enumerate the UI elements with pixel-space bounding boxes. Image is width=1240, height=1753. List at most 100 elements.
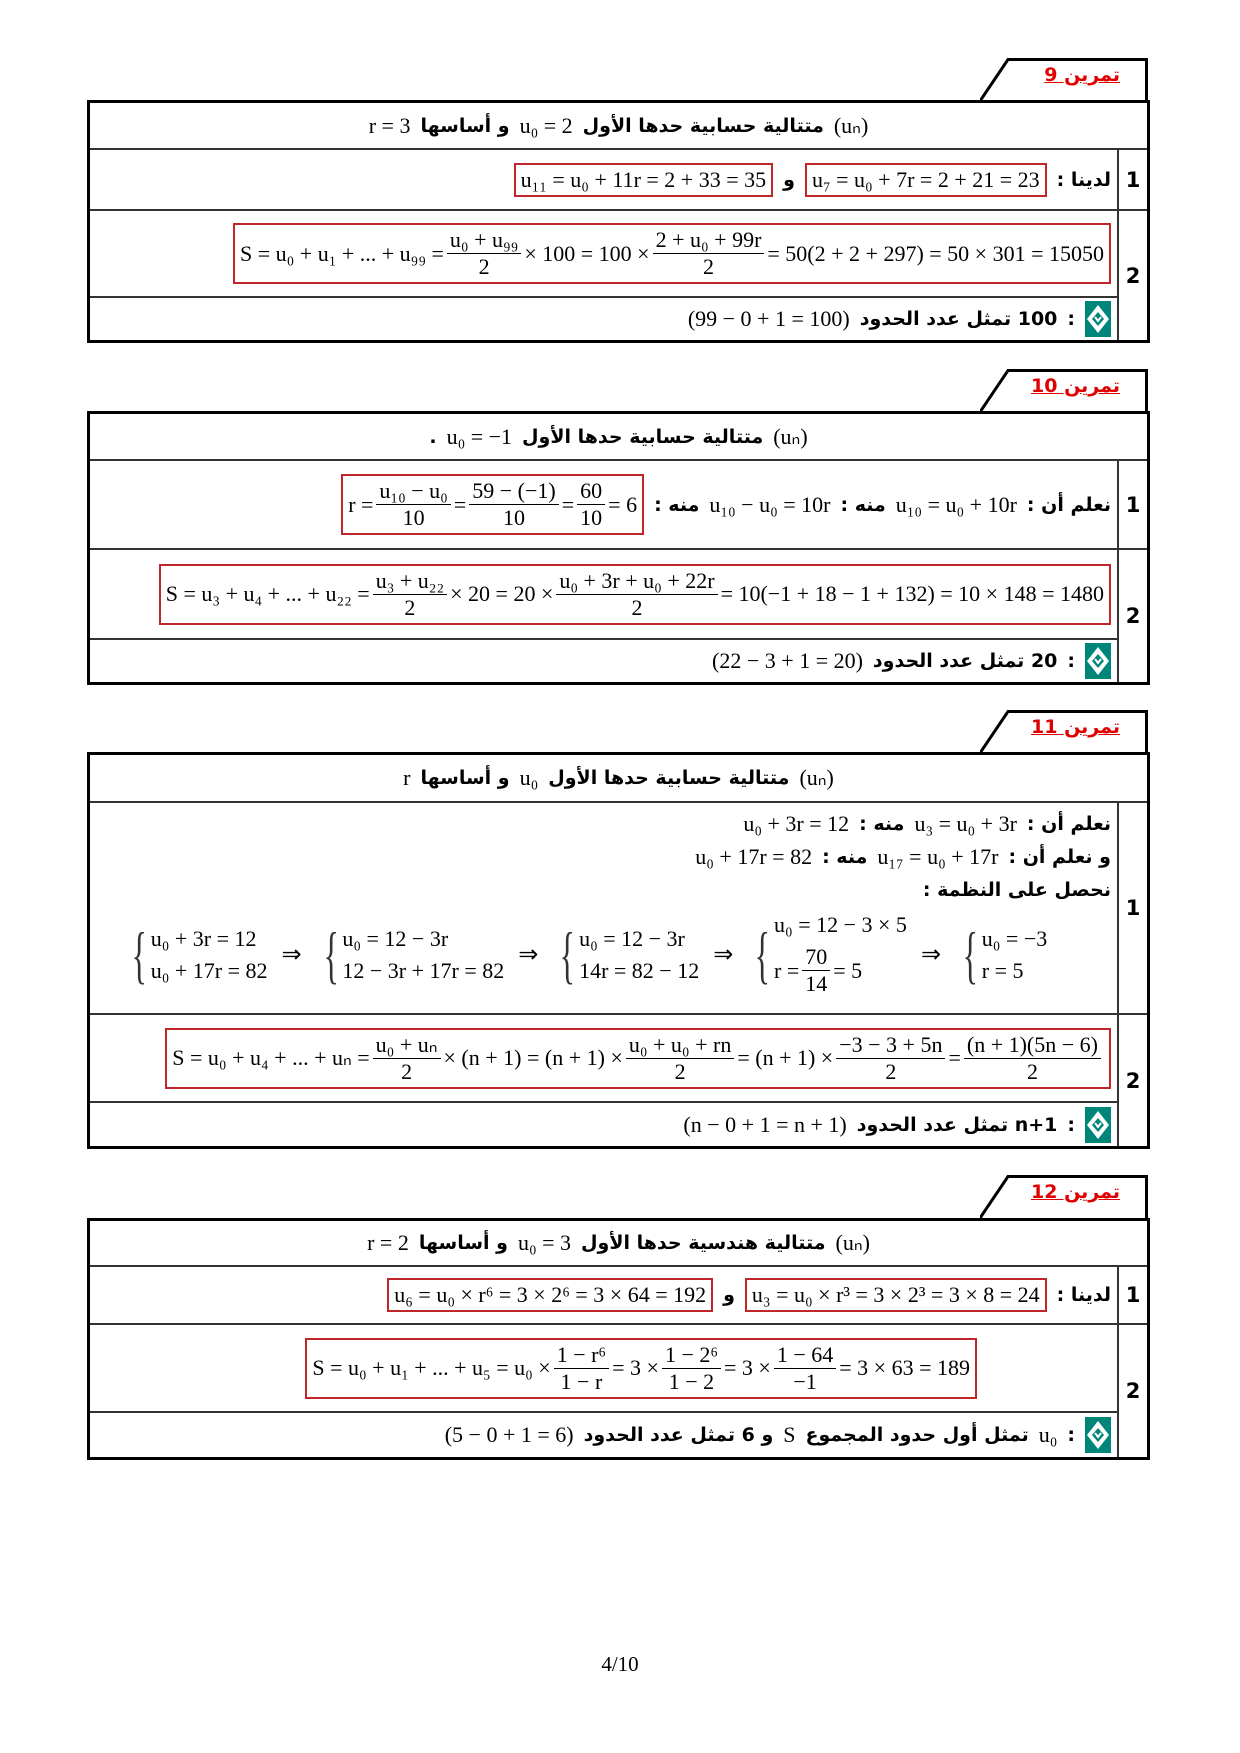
math-expression: u₁₀ = u₀ + 10r: [896, 492, 1017, 518]
math-expression: u₀ + 17r = 82: [695, 844, 812, 870]
math-text: u₀ = −3: [981, 925, 1048, 951]
math-text: 14r = 82 − 12: [579, 957, 700, 983]
fraction-denominator: 10: [402, 505, 425, 530]
exercise-table: (uₙ) متتالية حسابية حدها الأول u₀ = −1. 1 2 ن…: [87, 411, 1150, 685]
math-text: S = u₀ + u₄ + ... + uₙ =: [172, 1045, 370, 1070]
equation-system: {u₀ = 12 − 3r 12 − 3r + 17r = 82: [316, 918, 504, 990]
math-expression: u₁₇ = u₀ + 17r: [877, 844, 998, 870]
exercise-statement: (uₙ) متتالية هندسية حدها الأول u₀ = 3 و أسا…: [90, 1221, 1147, 1267]
fraction-numerator: 1 − r⁶: [553, 1342, 610, 1369]
math-text: u₀ + 3r = 12: [150, 925, 257, 951]
fraction-denominator: 2: [674, 1058, 686, 1084]
exercise-tab: تمرين 10: [980, 369, 1150, 413]
arabic-text: متتالية هندسية حدها الأول: [581, 1232, 826, 1254]
arabic-text: متتالية حسابية حدها الأول: [582, 114, 824, 137]
fraction: 59 − (−1) 10: [469, 478, 559, 531]
fraction: 1 − r⁶ 1 − r: [553, 1342, 610, 1395]
exercise-tab: تمرين 12: [980, 1175, 1150, 1219]
system-equation: r = 5: [982, 958, 1047, 984]
arabic-text: منه :: [822, 845, 868, 868]
note-row: : u₀ تمثل أول حدود المجموع S و 6 تمثل عدد ال…: [90, 1413, 1117, 1457]
boxed-equation: S = u₀ + u₁ + ... + u₅ = u₀ × 1 − r⁶ 1 − …: [305, 1337, 977, 1399]
math-text: u₀ + 17r = 82: [695, 843, 813, 869]
exercise-tab-label: تمرين 11: [1031, 716, 1120, 738]
fraction-numerator: (n + 1)(5n − 6): [963, 1032, 1101, 1059]
answer-row: لدينا : u₃ = u₀ × r³ = 3 × 2³ = 3 × 8 = 2…: [90, 1267, 1117, 1325]
system-equations: u₀ = 12 − 3r 14r = 82 − 12: [579, 926, 699, 984]
exercise-statement: (uₙ) متتالية حسابية حدها الأول u₀ = 2 و أسا…: [90, 103, 1147, 150]
system-equation: r = 70 14 = 5: [774, 944, 907, 997]
diamond-icon: [1085, 1417, 1111, 1453]
fraction: 1 − 64 −1: [773, 1342, 837, 1395]
fraction: u₀ + u₀ + rn 2: [625, 1032, 735, 1085]
question-number: 1: [1119, 1267, 1147, 1325]
fraction-numerator: 2 + u₀ + 99r: [652, 227, 765, 254]
fraction: 2 + u₀ + 99r 2: [652, 227, 765, 280]
equation-system: {u₀ + 3r = 12 u₀ + 17r = 82: [124, 922, 268, 987]
math-text: u₁₇ = u₀ + 17r: [877, 843, 999, 869]
answer-row: لدينا : u₇ = u₀ + 7r = 2 + 21 = 23 و u₁₁ = …: [90, 150, 1117, 211]
fraction-numerator: u₀ + 3r + u₀ + 22r: [556, 568, 718, 595]
answer-line: نحصل على النظمة :: [96, 873, 1111, 906]
math-text: × (n + 1) = (n + 1) ×: [443, 1045, 623, 1070]
question-number: 2: [1125, 263, 1141, 288]
math-expression: (99 − 0 + 1 = 100): [687, 306, 850, 331]
math-expression: u₀: [1038, 1422, 1058, 1447]
answer-row: نعلم أن : u₃ = u₀ + 3r منه : u₀ + 3r = 12 و …: [90, 803, 1117, 1015]
question-number: 1: [1119, 461, 1147, 550]
implies-arrow: ⇒: [281, 942, 302, 968]
answer-line: نعلم أن : u₃ = u₀ + 3r منه : u₀ + 3r = 12: [96, 807, 1111, 840]
math-expression: r = 3: [368, 112, 411, 138]
arabic-text: :: [1067, 1424, 1075, 1446]
arabic-text: منه :: [859, 812, 905, 835]
math-expression: (uₙ): [799, 765, 834, 790]
arabic-text: نعلم أن :: [1026, 493, 1111, 516]
fraction: u₀ + 3r + u₀ + 22r 2: [556, 568, 718, 621]
exercise-tab: تمرين 9: [980, 58, 1150, 102]
math-expression: u₀ = 3: [517, 1230, 572, 1255]
boxed-equation: r = u₁₀ − u₀ 10 = 59 − (−1) 10 = 60 10 = 6: [341, 474, 645, 535]
equation-system: {u₀ = 12 − 3r 14r = 82 − 12: [552, 922, 699, 987]
fraction-numerator: 60: [577, 478, 606, 505]
arabic-text: منه :: [654, 493, 700, 516]
boxed-equation: S = u₀ + u₄ + ... + uₙ = u₀ + uₙ 2 × (n +…: [165, 1027, 1111, 1089]
fraction-numerator: u₃ + u₂₂: [372, 568, 448, 595]
arabic-text: نعلم أن :: [1026, 812, 1111, 835]
fraction-denominator: 2: [478, 254, 490, 279]
fraction-numerator: 59 − (−1): [469, 478, 559, 505]
boxed-equation: u₃ = u₀ × r³ = 3 × 2³ = 3 × 8 = 24: [744, 1278, 1047, 1312]
answer-line: و نعلم أن : u₁₇ = u₀ + 17r منه : u₀ + 17r =…: [96, 840, 1111, 873]
question-number: 1: [1119, 803, 1147, 1015]
math-text: = 3 ×: [724, 1355, 771, 1380]
fraction-denominator: 2: [404, 594, 416, 620]
fraction-numerator: 70: [802, 944, 831, 971]
exercise-tab-label: تمرين 10: [1031, 375, 1120, 397]
question-number: 2: [1125, 1379, 1141, 1403]
question-number: 1: [1119, 150, 1147, 211]
math-text: r =: [348, 491, 374, 517]
fraction-denominator: 1 − 2: [668, 1368, 715, 1394]
arabic-text: نحصل على النظمة :: [922, 878, 1111, 901]
math-expression: S: [783, 1422, 796, 1447]
exercise-body: 1 2 لدينا : u₇ = u₀ + 7r = 2 + 21 = 23 و u₁₁ …: [90, 150, 1147, 340]
arabic-text: n+1 تمثل عدد الحدود: [856, 1113, 1058, 1136]
diamond-icon: [1085, 1106, 1111, 1143]
math-text: u₀ = 12 − 3r: [579, 925, 685, 951]
fraction: u₀ + uₙ 2: [372, 1032, 441, 1085]
question-number: 2: [1125, 1068, 1141, 1093]
arabic-text: و أساسها: [420, 767, 510, 789]
math-text: =: [948, 1045, 961, 1070]
fraction-numerator: u₀ + u₀ + rn: [625, 1032, 735, 1059]
arabic-text: و 6 تمثل عدد الحدود: [583, 1424, 774, 1446]
fraction: (n + 1)(5n − 6) 2: [963, 1032, 1101, 1085]
arabic-text: و: [723, 1284, 735, 1306]
left-brace: {: [962, 918, 979, 990]
math-expression: u₀ + 3r = 12: [743, 811, 849, 837]
equation-system-chain: {u₀ + 3r = 12 u₀ + 17r = 82 ⇒{u₀ = 12 − 3r…: [96, 912, 1111, 997]
fraction-numerator: u₁₀ − u₀: [376, 478, 451, 505]
equation-system: {u₀ = −3 r = 5: [955, 918, 1048, 990]
exercise-body: 1 2 نعلم أن : u₃ = u₀ + 3r منه : u₀ + 3r = 12…: [90, 803, 1147, 1146]
equation-system: {u₀ = 12 − 3 × 5 r = 70 14 = 5: [747, 912, 907, 997]
left-brace: {: [323, 918, 339, 990]
